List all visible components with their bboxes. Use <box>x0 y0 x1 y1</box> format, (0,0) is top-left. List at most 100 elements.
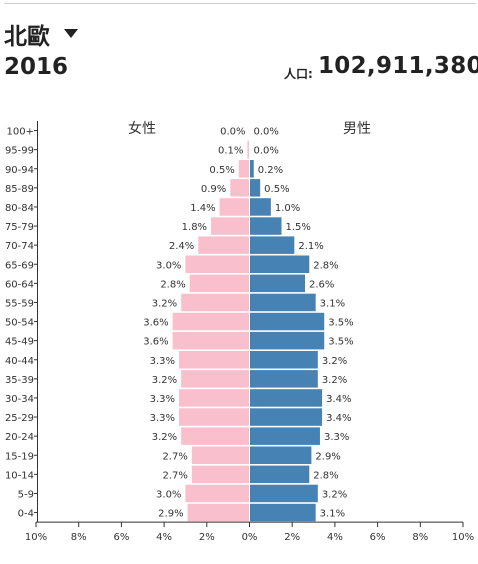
bar-female <box>172 312 250 331</box>
series-label-male: 男性 <box>343 121 371 137</box>
value-label-female: 2.7% <box>162 451 187 462</box>
age-label: 15-19 <box>5 451 34 462</box>
value-label-male: 3.4% <box>326 394 351 405</box>
value-label-female: 3.2% <box>152 298 177 309</box>
age-label: 95-99 <box>5 146 34 157</box>
value-label-female: 3.6% <box>143 318 168 329</box>
bar-female <box>189 274 250 293</box>
bar-male <box>249 312 325 331</box>
value-label-female: 3.3% <box>150 394 175 405</box>
bar-female <box>230 179 250 197</box>
bar-male <box>249 465 310 484</box>
x-tick-label: 2% <box>284 532 300 543</box>
x-tick-label: 0% <box>242 532 258 543</box>
bar-male <box>249 370 318 388</box>
bar-male <box>249 236 295 254</box>
value-label-female: 2.9% <box>158 509 183 520</box>
age-label: 30-34 <box>5 394 34 405</box>
bar-female <box>179 408 250 426</box>
bar-female <box>187 503 250 522</box>
age-label: 35-39 <box>5 375 34 386</box>
value-label-female: 0.1% <box>218 146 243 157</box>
bar-female <box>181 293 250 312</box>
value-label-female: 1.4% <box>190 203 215 214</box>
value-label-female: 0.0% <box>220 127 245 138</box>
bar-female <box>247 140 250 159</box>
bar-female <box>191 465 250 484</box>
bar-male <box>249 293 316 312</box>
bar-male <box>249 179 261 197</box>
x-tick-label: 10% <box>452 532 474 543</box>
age-label: 10-14 <box>5 470 34 481</box>
age-label: 0-4 <box>18 509 34 520</box>
value-label-male: 3.2% <box>322 489 347 500</box>
region-selector[interactable]: 北歐 <box>4 24 50 50</box>
age-label: 5-9 <box>18 489 34 500</box>
age-label: 100+ <box>7 127 34 138</box>
value-label-male: 3.5% <box>328 318 353 329</box>
value-label-female: 2.4% <box>169 241 194 252</box>
x-tick-label: 6% <box>113 532 129 543</box>
value-label-male: 3.2% <box>322 375 347 386</box>
bar-female <box>185 484 250 503</box>
bar-male <box>249 198 271 216</box>
age-label: 75-79 <box>5 222 34 233</box>
bar-female <box>238 160 250 178</box>
value-label-male: 3.4% <box>326 413 351 424</box>
x-tick-label: 10% <box>25 532 47 543</box>
bar-female <box>179 389 250 407</box>
value-label-male: 0.0% <box>254 146 279 157</box>
x-tick-label: 4% <box>327 532 343 543</box>
bar-male <box>249 255 310 273</box>
bar-male <box>249 331 325 350</box>
bar-male <box>249 408 323 426</box>
year-label: 2016 <box>4 54 69 80</box>
value-label-male: 2.1% <box>298 241 323 252</box>
value-label-female: 2.7% <box>162 470 187 481</box>
value-label-female: 3.3% <box>150 356 175 367</box>
bar-male <box>249 351 318 369</box>
bar-male <box>249 389 323 407</box>
series-label-female: 女性 <box>128 120 156 137</box>
age-label: 60-64 <box>5 279 34 290</box>
value-label-male: 0.2% <box>258 165 283 176</box>
top-divider <box>4 3 476 4</box>
bar-male <box>249 446 312 464</box>
value-label-female: 3.0% <box>156 260 181 271</box>
age-label: 85-89 <box>5 184 34 195</box>
value-label-female: 0.9% <box>201 184 226 195</box>
bar-female <box>185 255 250 273</box>
bar-female <box>191 446 250 464</box>
value-label-male: 3.5% <box>328 337 353 348</box>
bar-female <box>179 351 250 369</box>
value-label-male: 1.5% <box>286 222 311 233</box>
bar-male <box>249 274 306 293</box>
x-tick-label: 6% <box>370 532 386 543</box>
age-label: 50-54 <box>5 318 34 329</box>
value-label-male: 3.2% <box>322 356 347 367</box>
x-tick-label: 8% <box>412 532 428 543</box>
age-label: 20-24 <box>5 432 34 443</box>
age-label: 45-49 <box>5 337 34 348</box>
bar-female <box>219 198 250 216</box>
bar-male <box>249 503 316 522</box>
value-label-female: 1.8% <box>182 222 207 233</box>
population-label: 人口: <box>284 67 313 81</box>
age-label: 80-84 <box>5 203 34 214</box>
bar-male <box>249 427 320 445</box>
population-value: 102,911,380 <box>318 53 478 79</box>
caret-down-icon[interactable] <box>64 29 78 38</box>
value-label-male: 1.0% <box>275 203 300 214</box>
value-label-male: 2.8% <box>313 470 338 481</box>
bar-female <box>198 236 250 254</box>
bar-male <box>249 484 318 503</box>
age-label: 70-74 <box>5 241 34 252</box>
value-label-male: 3.1% <box>320 298 345 309</box>
bar-female <box>181 370 250 388</box>
value-label-female: 0.5% <box>209 165 234 176</box>
age-label: 55-59 <box>5 298 34 309</box>
age-label: 40-44 <box>5 356 34 367</box>
value-label-male: 2.8% <box>313 260 338 271</box>
value-label-female: 2.8% <box>160 279 185 290</box>
